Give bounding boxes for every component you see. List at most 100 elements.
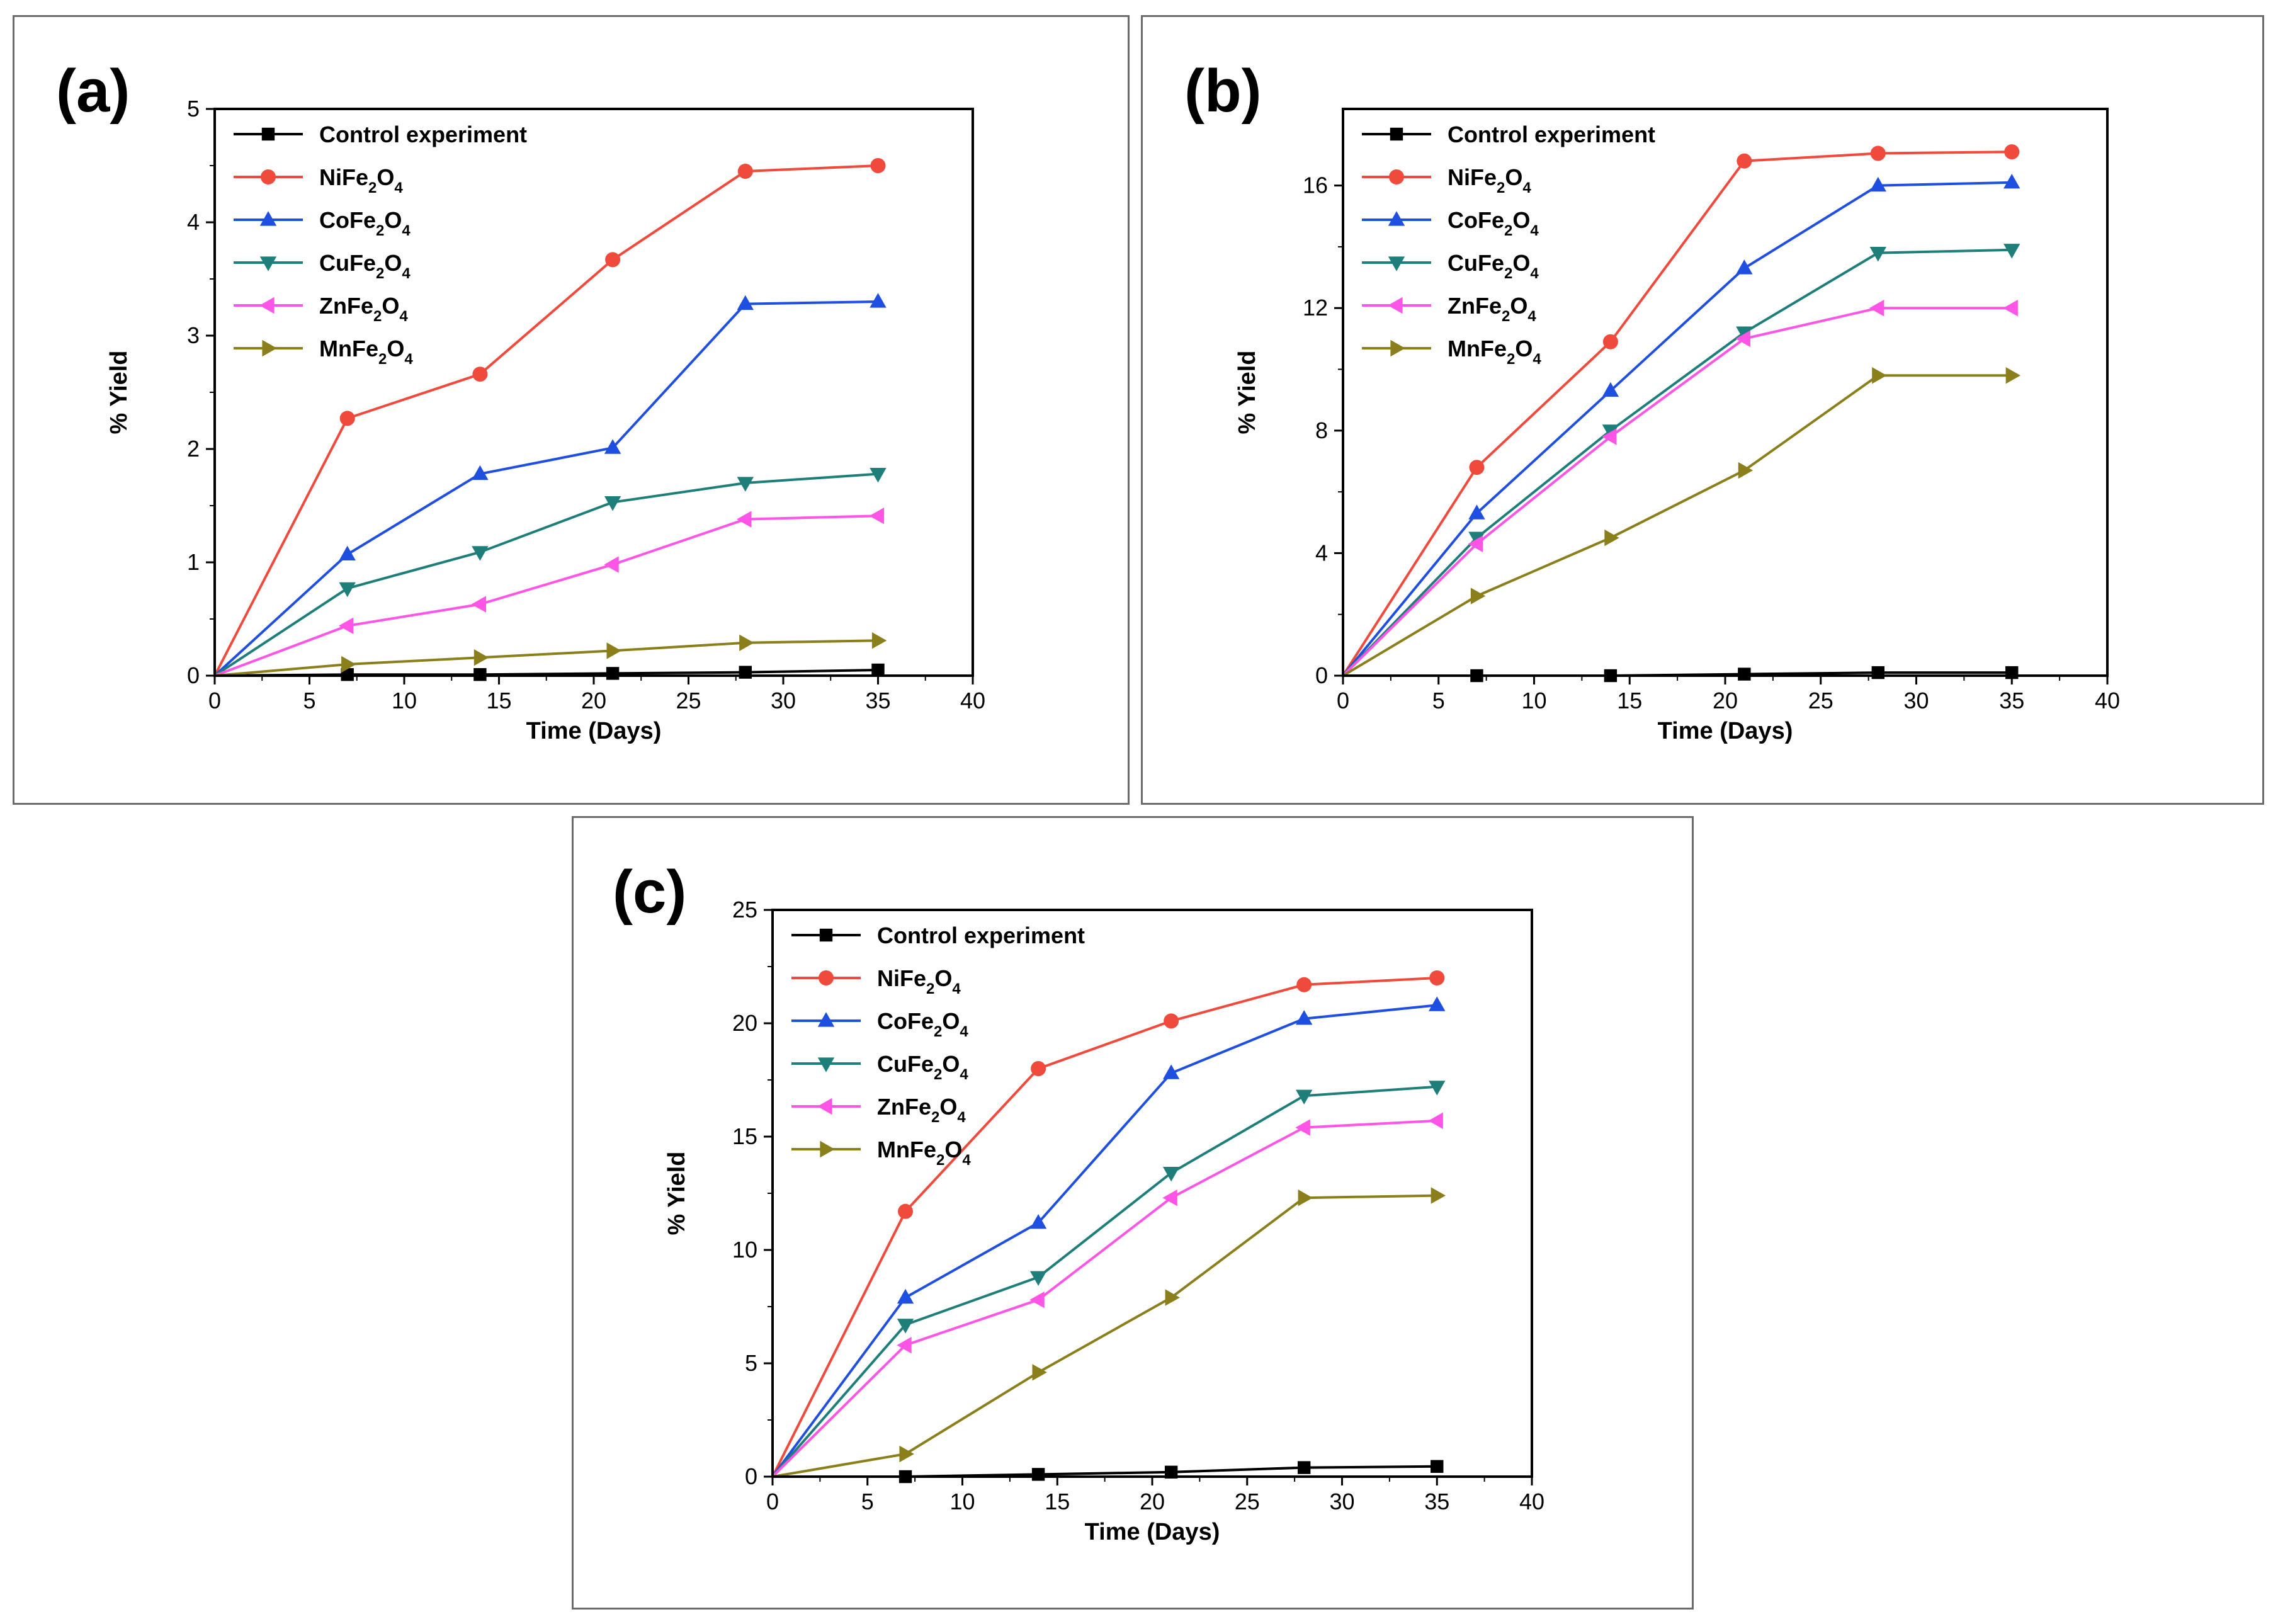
data-point-1-3 (1737, 153, 1752, 169)
data-point-2-4 (737, 295, 754, 310)
data-point-1-2 (1602, 334, 1618, 349)
data-point-0-4 (1298, 1461, 1311, 1474)
x-tick-label: 30 (771, 688, 796, 713)
series-line-4 (214, 514, 878, 677)
legend-label-2: CoFe2O4 (319, 207, 411, 239)
series-line-5 (772, 1194, 1437, 1478)
data-point-1-1 (898, 1203, 914, 1219)
data-point-2-4 (1296, 1010, 1313, 1025)
x-tick-label: 40 (960, 688, 985, 713)
data-point-5-2 (1032, 1364, 1047, 1381)
x-tick-label: 35 (1999, 688, 2024, 713)
data-point-3-2 (472, 546, 489, 561)
data-point-4-4 (1869, 300, 1884, 317)
x-tick-label: 40 (2095, 688, 2120, 713)
data-point-4-3 (1735, 330, 1750, 348)
x-tick-label: 20 (581, 688, 606, 713)
y-tick-label: 0 (745, 1463, 757, 1489)
y-tick-label: 16 (1303, 173, 1328, 198)
x-tick-label: 30 (1329, 1489, 1354, 1514)
chart-svg: (c) 0 5 10 15 20 25 30 35 40 0 5 10 15 20 25 Time (Days)… (613, 858, 1544, 1545)
data-point-2-3 (604, 439, 621, 454)
legend-marker-5 (262, 339, 277, 357)
data-point-2-1 (1468, 504, 1485, 520)
data-point-5-1 (341, 656, 356, 673)
data-point-4-4 (737, 511, 752, 528)
legend-marker-4 (259, 297, 275, 314)
data-point-2-3 (1162, 1064, 1180, 1079)
data-point-3-2 (1029, 1271, 1047, 1286)
legend-label-0: Control experiment (319, 122, 527, 147)
data-point-5-2 (473, 649, 489, 666)
x-tick-label: 10 (392, 688, 417, 713)
y-tick-label: 25 (732, 897, 757, 923)
x-tick-label: 5 (861, 1489, 874, 1514)
data-point-4-3 (604, 556, 619, 573)
legend-label-2: CoFe2O4 (1448, 207, 1539, 239)
x-tick-label: 25 (1808, 688, 1833, 713)
series-line-0 (773, 1465, 1437, 1478)
series-group (213, 158, 887, 681)
data-point-2-5 (870, 293, 887, 308)
legend-label-3: CuFe2O4 (1448, 250, 1539, 282)
legend-marker-1 (261, 169, 276, 185)
data-point-5-3 (1165, 1289, 1180, 1306)
legend-marker-3 (1388, 256, 1405, 271)
data-point-2-1 (897, 1288, 914, 1304)
data-point-1-5 (1429, 970, 1445, 985)
legend-marker-1 (1389, 169, 1404, 185)
chart-svg: (a) 0 5 10 15 20 25 30 35 40 0 1 2 3 4 5 Time (Days) % Yi… (56, 57, 985, 744)
series-line-4 (1342, 307, 2012, 677)
x-tick-label: 5 (303, 688, 315, 713)
legend: Control experiment NiFe2O4 CoFe2O4 CuFe2O4 Z… (234, 122, 527, 368)
data-point-4-5 (869, 508, 885, 525)
data-point-5-4 (739, 634, 754, 651)
data-point-4-1 (897, 1337, 912, 1354)
data-point-0-3 (1164, 1465, 1178, 1479)
data-point-2-2 (1029, 1214, 1047, 1229)
data-point-2-2 (472, 465, 489, 480)
chart-svg: (b) 0 5 10 15 20 25 30 35 40 0 4 8 12 16 Time (Days) % Y… (1184, 57, 2120, 744)
y-tick-label: 1 (187, 549, 200, 575)
data-point-5-4 (1298, 1190, 1313, 1207)
y-tick-label: 4 (187, 209, 200, 235)
y-tick-label: 2 (187, 436, 200, 462)
y-axis-title: % Yield (106, 350, 132, 434)
series-line-1 (213, 164, 878, 676)
legend-marker-1 (819, 970, 834, 985)
legend-marker-0 (1390, 127, 1403, 141)
legend-label-4: ZnFe2O4 (319, 293, 408, 325)
y-tick-label: 10 (732, 1237, 757, 1263)
x-tick-label: 35 (1424, 1489, 1449, 1514)
legend-marker-5 (1390, 339, 1405, 357)
data-point-3-5 (2003, 244, 2020, 259)
series-line-5 (214, 639, 878, 677)
data-point-2-5 (1429, 996, 1446, 1011)
x-axis-title: Time (Days) (526, 718, 662, 744)
y-tick-label: 12 (1303, 295, 1328, 321)
y-axis-title: % Yield (1234, 350, 1261, 434)
data-point-2-3 (1736, 259, 1753, 275)
data-point-1-1 (339, 411, 355, 426)
x-tick-label: 15 (1045, 1489, 1070, 1514)
data-point-0-4 (1871, 666, 1884, 679)
data-point-3-1 (897, 1319, 914, 1334)
series-group (1342, 144, 2021, 683)
x-tick-label: 35 (865, 688, 890, 713)
data-point-4-4 (1295, 1119, 1310, 1136)
data-point-1-3 (1164, 1013, 1179, 1029)
x-tick-label: 20 (1140, 1489, 1165, 1514)
data-point-1-4 (737, 164, 753, 179)
data-point-1-4 (1296, 977, 1312, 992)
data-point-5-2 (1604, 529, 1619, 547)
legend-label-5: MnFe2O4 (1448, 336, 1541, 368)
y-tick-label: 4 (1315, 540, 1328, 565)
data-point-3-3 (1162, 1167, 1180, 1182)
legend-marker-4 (1388, 297, 1403, 314)
data-point-2-4 (1869, 176, 1886, 192)
legend-label-5: MnFe2O4 (319, 336, 413, 368)
data-point-2-5 (2003, 173, 2020, 189)
legend: Control experiment NiFe2O4 CoFe2O4 CuFe2O4 Z… (1362, 122, 1655, 368)
legend-label-1: NiFe2O4 (1448, 164, 1531, 196)
series-line-3 (771, 1085, 1437, 1478)
